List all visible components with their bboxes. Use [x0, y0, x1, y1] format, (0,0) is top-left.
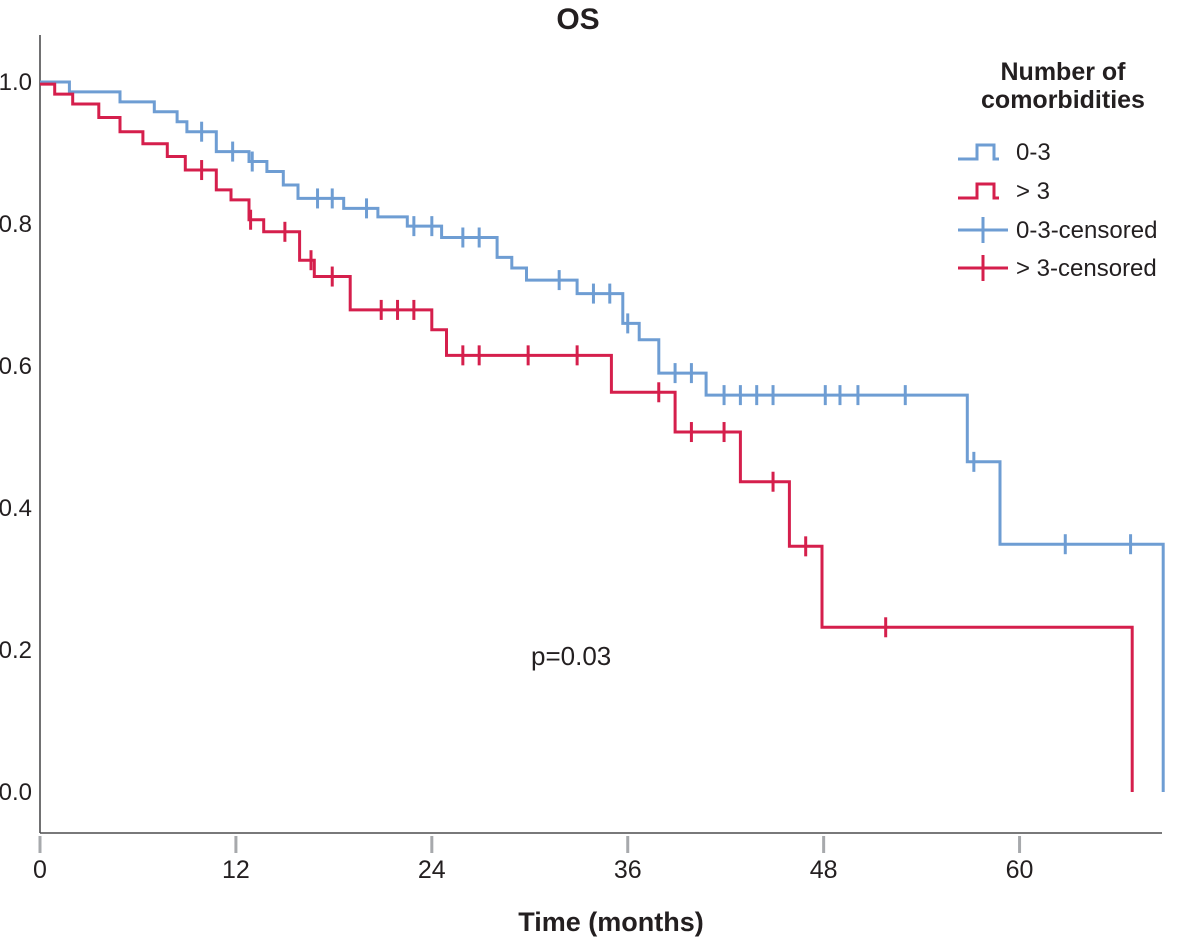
x-tick-label: 24: [418, 856, 446, 884]
y-tick-label: 0.8: [0, 211, 32, 238]
axes: 0 12 24 36 48 60 1.0 0.8 0.6 0.4 0.2 0.0: [0, 35, 1162, 884]
chart-title: OS: [556, 3, 599, 36]
x-tick-label: 0: [33, 856, 47, 884]
x-tick-label: 60: [1006, 856, 1034, 884]
km-curve-0-3: [40, 80, 1165, 792]
survival-curves: [40, 80, 1165, 792]
legend-label: > 3: [1016, 178, 1050, 205]
x-axis-title: Time (months): [518, 907, 704, 937]
y-tick-label: 0.4: [0, 495, 32, 522]
y-tick-label: 0.0: [0, 779, 32, 806]
km-curve-gt3: [40, 82, 1134, 792]
x-tick-label: 36: [614, 856, 642, 884]
legend-label: > 3-censored: [1016, 255, 1157, 282]
y-tick-label: 0.6: [0, 353, 32, 380]
legend-step-sample: [958, 143, 999, 161]
legend-step-sample: [958, 182, 999, 200]
p-value-annotation: p=0.03: [531, 641, 611, 671]
legend-title-line1: Number of: [1001, 58, 1127, 86]
legend-title-line2: comorbidities: [981, 86, 1145, 114]
legend: 0-3 > 3 0-3-censored > 3-censored: [958, 139, 1157, 282]
legend-label: 0-3-censored: [1016, 217, 1157, 244]
legend-label: 0-3: [1016, 139, 1051, 166]
x-tick-label: 48: [810, 856, 838, 884]
x-tick-label: 12: [222, 856, 250, 884]
y-tick-label: 1.0: [0, 69, 32, 96]
y-tick-label: 0.2: [0, 637, 32, 664]
